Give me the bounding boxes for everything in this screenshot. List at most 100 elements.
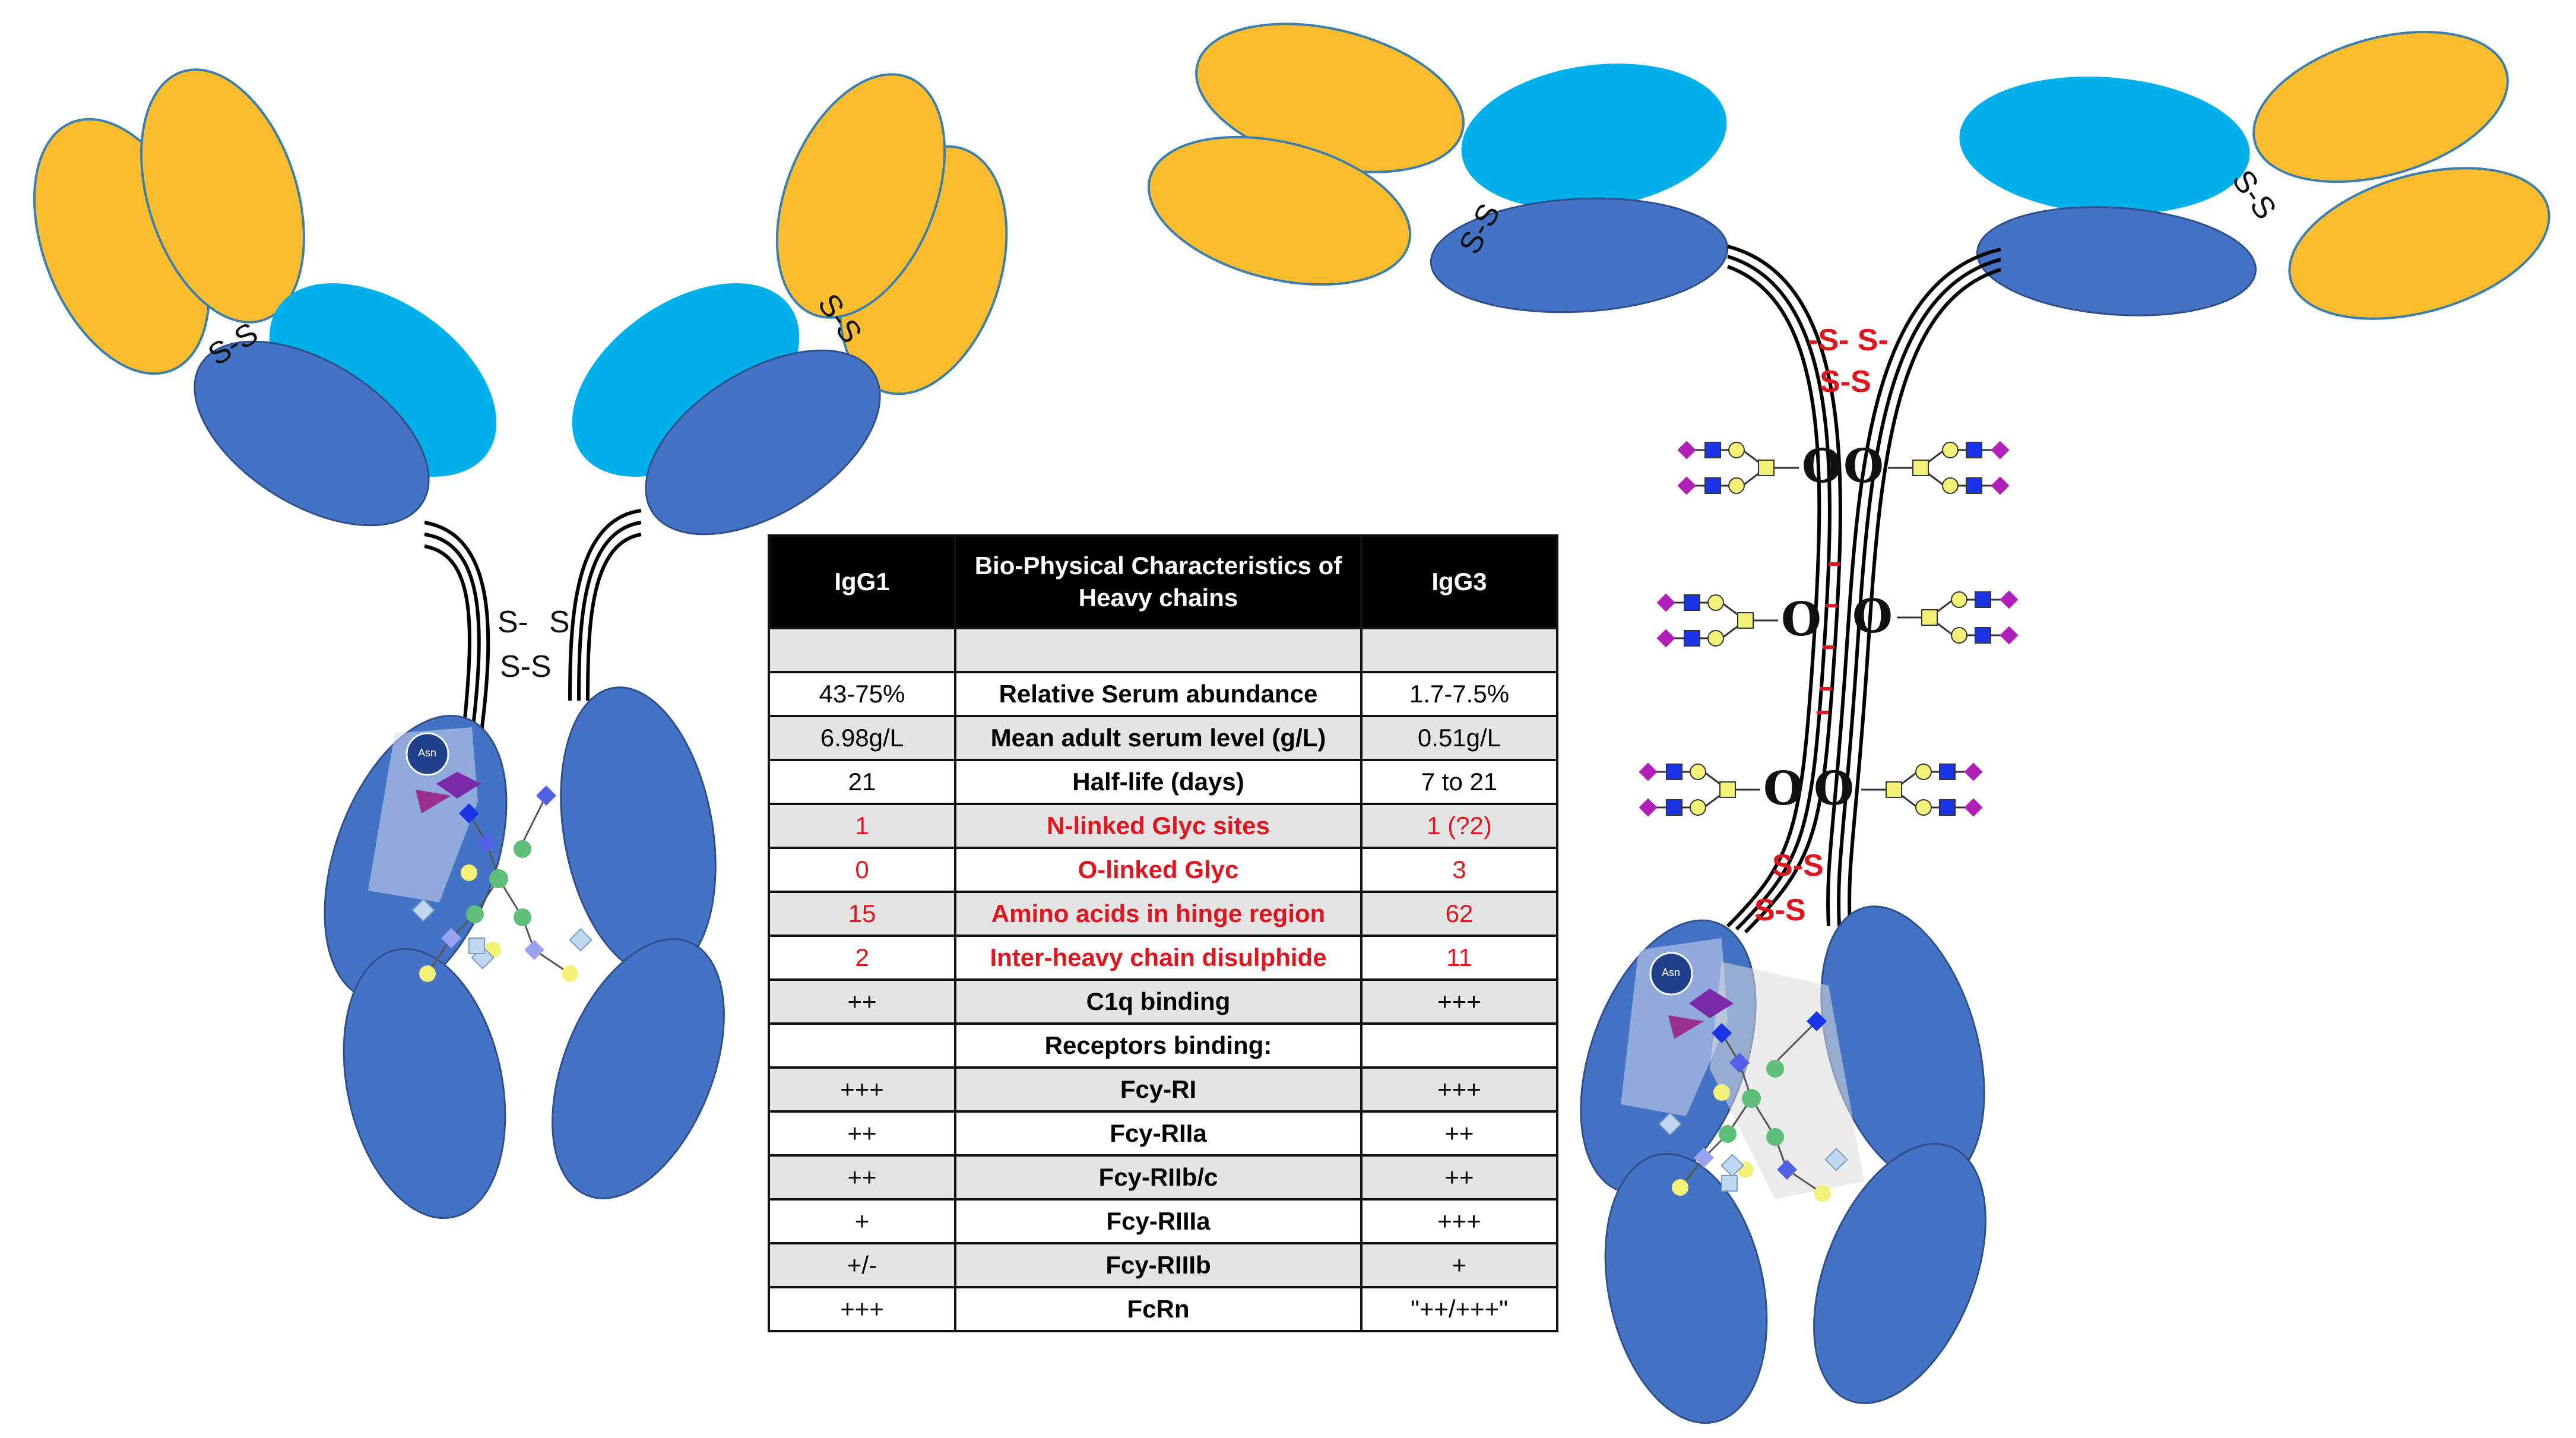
igg1-cell: +/- (768, 1242, 956, 1288)
igg3-n-glycan-nodes (1658, 1011, 1848, 1202)
table-row: 2 Inter-heavy chain disulphide 11 (768, 935, 1558, 981)
igg3-right-ch3 (1813, 1143, 1986, 1404)
table-row: 6.98g/L Mean adult serum level (g/L) 0.51g… (768, 715, 1558, 761)
igg1-fucose-icon (416, 790, 451, 813)
igg1-left-heavy-fab (194, 340, 430, 527)
characteristic-cell: Receptors binding: (954, 1022, 1363, 1069)
igg1-cell: 2 (768, 935, 956, 981)
characteristic-cell: Fcy-RIIb/c (954, 1154, 1363, 1201)
igg1-left-ch3 (343, 948, 506, 1220)
igg1-hinge-disulfide-2: S-S (500, 650, 552, 684)
igg1-cell: +++ (768, 1286, 956, 1332)
igg3-o-glycan-1: O O (1676, 439, 2011, 496)
characteristic-cell: Inter-heavy chain disulphide (954, 935, 1363, 981)
igg1-right-light-chain-inner (775, 73, 946, 319)
igg1-cell: + (768, 1198, 956, 1244)
igg3-cell: 62 (1360, 891, 1558, 937)
characteristic-cell: Mean adult serum level (g/L) (954, 715, 1363, 761)
igg1-n-glycan-nodes (411, 785, 592, 982)
igg3-o-glycan-3: O O (1637, 761, 1984, 818)
igg1-cell: 1 (768, 803, 956, 849)
table-row (768, 627, 1558, 673)
igg3-cell (1360, 1022, 1558, 1069)
characteristic-cell: N-linked Glyc sites (954, 803, 1363, 849)
igg1-cell: 6.98g/L (768, 715, 956, 761)
characteristic-cell: Fcy-RIIIa (954, 1198, 1363, 1244)
igg3-hinge-disulfide-1: -S- S- (1808, 323, 1889, 357)
igg3-asn297-label: Asn (1662, 967, 1680, 978)
igg3-right-light-variable (1959, 77, 2250, 214)
igg1-hinge-disulfide-1: S- (498, 605, 528, 639)
igg1-cell: 0 (768, 847, 956, 893)
table-row: ++ C1q binding +++ (768, 978, 1558, 1025)
table-row: 15 Amino acids in hinge region 62 (768, 891, 1558, 937)
igg3-hinge-red-disulfides (1817, 562, 1840, 714)
table-row: 0 O-linked Glyc 3 (768, 847, 1558, 893)
characteristic-cell (954, 627, 1363, 673)
characteristic-cell: C1q binding (954, 978, 1363, 1025)
igg3-left-light-chain-bottom (1147, 135, 1412, 286)
table-header-row: IgG1 Bio-Physical Characteristics of Hea… (768, 534, 1558, 629)
igg3-cell: ++ (1360, 1154, 1558, 1201)
characteristics-table: IgG1 Bio-Physical Characteristics of Hea… (768, 534, 1558, 1332)
igg1-glycan-highlight (368, 727, 478, 902)
table-row: 43-75% Relative Serum abundance 1.7-7.5% (768, 671, 1558, 717)
igg1-right-heavy-fab (645, 349, 881, 536)
svg-text:O: O (1781, 593, 1821, 647)
igg3-cell: 7 to 21 (1360, 759, 1558, 805)
svg-text:O: O (1814, 762, 1854, 816)
characteristic-cell: Fcy-RIIIb (954, 1242, 1363, 1288)
igg1-antibody: S- S S-S S-S S-S Asn (33, 68, 1008, 1220)
table-row: 1 N-linked Glyc sites 1 (?2) (768, 803, 1558, 849)
characteristic-cell: FcRn (954, 1286, 1363, 1332)
table-body: 43-75% Relative Serum abundance 1.7-7.5% 6.… (768, 627, 1558, 1332)
igg3-left-ch3 (1604, 1152, 1768, 1424)
igg1-cell: 43-75% (768, 671, 956, 717)
igg3-asn297-icon (1649, 952, 1693, 996)
igg3-cell: 3 (1360, 847, 1558, 893)
igg1-cell (768, 627, 956, 673)
igg3-cell: 11 (1360, 935, 1558, 981)
igg3-cell: +++ (1360, 1066, 1558, 1113)
igg1-hinge (424, 509, 642, 737)
igg3-left-light-variable (1461, 64, 1727, 210)
svg-text:O: O (1763, 762, 1804, 816)
table-row: Receptors binding: (768, 1022, 1558, 1069)
igg3-cell: "++/+++" (1360, 1286, 1558, 1332)
svg-text:O: O (1852, 590, 1893, 644)
igg1-cell: ++ (768, 1110, 956, 1157)
characteristic-cell: Fcy-RIIa (954, 1110, 1363, 1157)
igg1-gal-diamond-icon (436, 772, 481, 799)
characteristic-cell: Relative Serum abundance (954, 671, 1363, 717)
igg1-cell: +++ (768, 1066, 956, 1113)
igg1-right-ch3 (552, 938, 725, 1199)
igg1-left-light-chain-inner (140, 68, 305, 324)
igg1-asn297-icon (405, 732, 449, 776)
table-row: +++ FcRn "++/+++" (768, 1286, 1558, 1332)
igg1-right-ch2 (560, 686, 717, 976)
igg1-cell: ++ (768, 1154, 956, 1201)
igg3-hinge-disulfide-4: S-S (1754, 893, 1806, 927)
igg3-hinge-disulfide-2: S-S (1820, 365, 1871, 399)
header-igg3: IgG3 (1360, 534, 1558, 629)
igg3-o-glycan-2: O O (1655, 589, 2020, 649)
igg3-right-light-chain-bottom (2288, 167, 2550, 320)
igg1-asn297-label: Asn (418, 747, 436, 759)
igg3-cell: ++ (1360, 1110, 1558, 1157)
igg3-cell: +++ (1360, 978, 1558, 1025)
svg-text:O: O (1843, 439, 1884, 493)
characteristics-table-wrapper: IgG1 Bio-Physical Characteristics of Hea… (768, 534, 1558, 1332)
igg3-cell: 1 (?2) (1360, 803, 1558, 849)
igg3-fucose-icon (1668, 1015, 1704, 1039)
table-row: +++ Fcy-RI +++ (768, 1066, 1558, 1113)
igg3-right-heavy-fab (1976, 206, 2257, 316)
igg1-cell: 21 (768, 759, 956, 805)
table-row: + Fcy-RIIIa +++ (768, 1198, 1558, 1244)
svg-text:O: O (1802, 439, 1842, 493)
igg3-cell: +++ (1360, 1198, 1558, 1244)
characteristic-cell: O-linked Glyc (954, 847, 1363, 893)
igg3-cell: 0.51g/L (1360, 715, 1558, 761)
igg1-hinge-disulfide-1b: S (549, 605, 570, 639)
igg3-cell: 1.7-7.5% (1360, 671, 1558, 717)
igg1-cell (768, 1022, 956, 1069)
